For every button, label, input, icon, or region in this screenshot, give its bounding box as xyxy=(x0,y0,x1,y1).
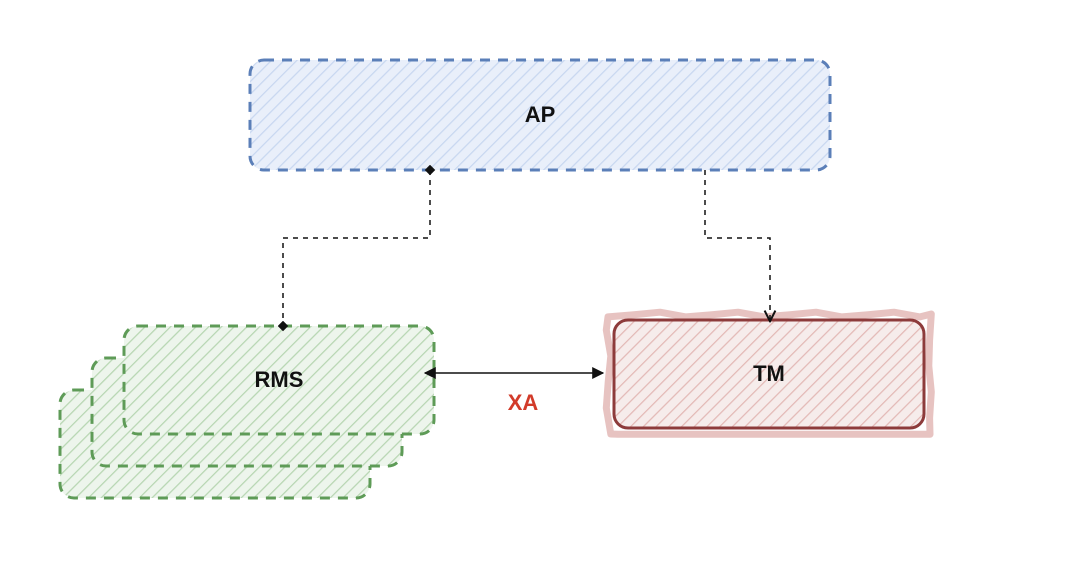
node-rms-stack: RMS xyxy=(60,326,434,498)
node-ap-label: AP xyxy=(525,102,556,127)
node-ap: AP xyxy=(250,60,830,170)
architecture-diagram: AP RMS TM XA xyxy=(0,0,1080,575)
node-tm: TM xyxy=(606,312,931,434)
edge-ap-to-tm xyxy=(705,170,770,320)
node-rms-label: RMS xyxy=(255,367,304,392)
edge-ap-to-rms xyxy=(283,170,430,326)
node-tm-label: TM xyxy=(753,361,785,386)
edge-rms-tm-label: XA xyxy=(508,390,539,415)
